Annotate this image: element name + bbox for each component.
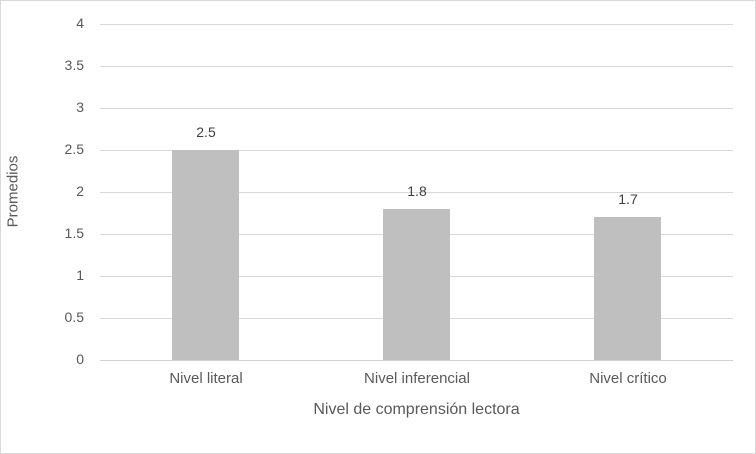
x-axis-line xyxy=(100,360,733,361)
y-tick-label: 3 xyxy=(76,99,84,115)
x-category-label: Nivel inferencial xyxy=(364,370,470,387)
y-tick-label: 1 xyxy=(76,267,84,283)
x-category-label: Nivel crítico xyxy=(589,370,667,387)
gridline xyxy=(100,66,733,67)
gridline xyxy=(100,150,733,151)
gridline xyxy=(100,108,733,109)
bar-data-label: 2.5 xyxy=(196,124,216,140)
y-tick-label: 0 xyxy=(76,351,84,367)
plot-area: 2.5 1.8 1.7 xyxy=(100,24,733,361)
y-tick-label: 2 xyxy=(76,183,84,199)
gridline xyxy=(100,24,733,25)
y-tick-label: 4 xyxy=(76,15,84,31)
y-tick-label: 2.5 xyxy=(64,141,84,157)
x-category-label: Nivel literal xyxy=(169,370,243,387)
y-tick-label: 1.5 xyxy=(64,225,84,241)
bar-data-label: 1.8 xyxy=(407,183,427,199)
gridline xyxy=(100,192,733,193)
bar-2 xyxy=(383,209,450,360)
bar-3 xyxy=(594,217,661,360)
x-axis-title: Nivel de comprensión lectora xyxy=(313,401,520,418)
bar-1 xyxy=(172,150,239,360)
bar-data-label: 1.7 xyxy=(618,191,638,207)
y-tick-label: 0.5 xyxy=(64,309,84,325)
y-tick-label: 3.5 xyxy=(64,57,84,73)
